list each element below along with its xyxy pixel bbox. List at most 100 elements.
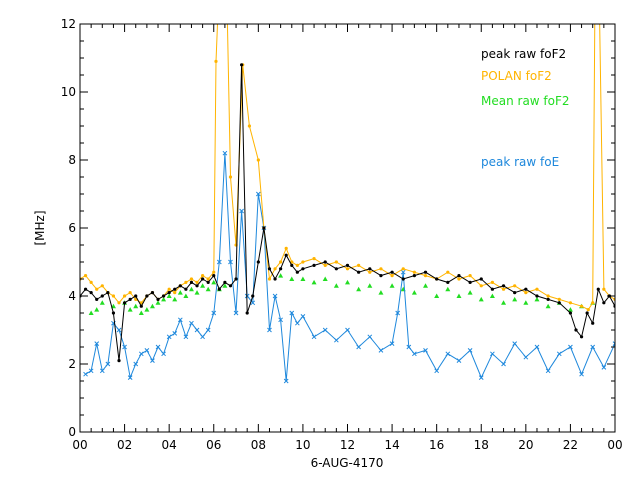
data-point	[189, 320, 194, 326]
data-point	[161, 296, 167, 302]
data-point	[245, 311, 249, 315]
data-point	[211, 310, 217, 316]
data-point	[478, 296, 484, 302]
data-point	[395, 310, 401, 316]
data-point	[284, 246, 288, 250]
data-point	[322, 276, 328, 281]
data-point	[556, 351, 562, 357]
data-point	[251, 294, 255, 298]
x-tick-label: 04	[162, 438, 177, 452]
data-point	[445, 351, 451, 357]
data-point	[457, 277, 461, 281]
data-point	[106, 291, 110, 295]
data-point	[99, 368, 105, 374]
data-point	[89, 291, 93, 295]
y-axis-label: [MHz]	[33, 210, 47, 245]
data-point	[585, 311, 589, 315]
data-point	[378, 290, 384, 295]
data-point	[334, 267, 338, 271]
data-point	[256, 260, 260, 264]
x-tick-label: 20	[518, 438, 533, 452]
x-tick-label: 00	[72, 438, 87, 452]
data-point	[138, 351, 144, 357]
data-point	[184, 287, 188, 291]
data-point	[490, 280, 494, 284]
data-point	[206, 280, 210, 284]
data-point	[95, 297, 99, 301]
y-tick-label: 4	[68, 289, 76, 303]
data-point	[183, 334, 189, 340]
data-point	[134, 294, 138, 298]
data-point	[262, 226, 266, 230]
data-point	[311, 279, 317, 285]
data-point	[150, 291, 155, 295]
data-point	[513, 284, 517, 288]
data-point	[88, 310, 94, 315]
data-point	[189, 277, 194, 281]
data-point	[100, 294, 104, 298]
data-point	[83, 371, 88, 377]
data-point	[368, 270, 372, 274]
data-point	[155, 344, 161, 350]
data-point	[545, 368, 551, 374]
data-point	[312, 257, 316, 261]
data-point	[401, 267, 405, 271]
series-peak-raw-foe	[83, 150, 615, 384]
data-point	[468, 280, 472, 284]
data-point	[423, 348, 428, 353]
data-point	[378, 348, 384, 353]
data-point	[602, 301, 606, 305]
data-point	[568, 311, 573, 315]
data-point	[240, 63, 244, 67]
data-point	[523, 354, 529, 360]
data-point	[446, 280, 450, 284]
data-point	[83, 274, 88, 278]
data-point	[239, 208, 244, 214]
data-point	[172, 296, 178, 302]
data-point	[194, 327, 200, 333]
data-point	[567, 307, 573, 312]
data-point	[83, 287, 88, 291]
data-point	[513, 291, 517, 295]
data-point	[184, 280, 188, 284]
data-point	[379, 267, 383, 271]
data-point	[290, 260, 294, 264]
data-point	[446, 270, 450, 274]
data-point	[591, 321, 595, 325]
x-tick-label: 00	[607, 438, 622, 452]
data-point	[574, 328, 578, 332]
data-point	[423, 270, 428, 274]
data-point	[234, 277, 238, 281]
y-tick-label: 12	[61, 17, 76, 31]
data-point	[490, 351, 495, 357]
data-point	[512, 296, 518, 302]
data-point	[127, 375, 133, 380]
data-point	[312, 263, 316, 267]
data-point	[279, 267, 283, 271]
data-point	[178, 284, 182, 288]
legend: peak raw foF2 POLAN foF2 Mean raw foF2 p…	[481, 47, 570, 169]
data-point	[122, 301, 127, 305]
data-point	[390, 270, 394, 274]
data-point	[501, 287, 506, 291]
data-point	[267, 277, 272, 281]
legend-item-peak-raw-foe: peak raw foE	[481, 155, 559, 169]
data-point	[222, 150, 228, 156]
data-point	[228, 175, 233, 179]
data-point	[557, 301, 561, 305]
data-point	[345, 279, 350, 285]
data-point	[150, 358, 155, 363]
data-point	[457, 274, 461, 278]
data-point	[579, 304, 584, 308]
data-point	[195, 280, 199, 284]
data-point	[94, 341, 100, 346]
data-point	[479, 277, 483, 281]
data-point	[212, 274, 216, 278]
y-axis: 0 2 4 6 8 10 12	[61, 17, 615, 439]
data-point	[401, 277, 405, 281]
data-point	[333, 283, 339, 288]
data-point	[301, 267, 305, 271]
data-point	[345, 267, 350, 271]
data-point	[523, 300, 529, 305]
data-point	[212, 270, 216, 274]
